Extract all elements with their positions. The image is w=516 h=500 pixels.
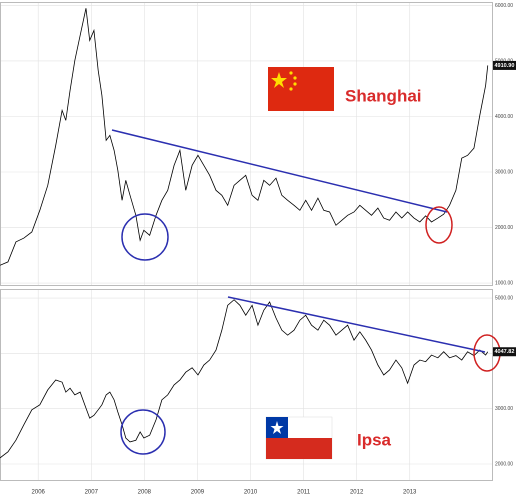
y-tick-label: 2000.00 (495, 461, 513, 467)
x-tick-label: 2006 (32, 490, 46, 496)
circle-annotation (120, 409, 166, 455)
y-tick-label: 5000.00 (495, 295, 513, 301)
last-value-label: 4047.82 (495, 349, 515, 355)
last-value-box (493, 60, 516, 70)
grids (0, 2, 492, 481)
trend-line (227, 296, 486, 353)
trend-line (111, 129, 448, 213)
y-tick-label: 2000.00 (495, 225, 513, 231)
last-value-box (493, 347, 516, 357)
y-tick-label: 3000.00 (495, 406, 513, 412)
y-tick-label: 3000.00 (495, 169, 513, 175)
x-tick-label: 2008 (138, 490, 152, 496)
x-tick-label: 2007 (85, 490, 99, 496)
circle-annotation (121, 213, 169, 261)
price-line (0, 8, 489, 266)
y-tick-label: 1000.00 (495, 280, 513, 286)
x-tick-label: 2010 (244, 490, 258, 496)
x-tick-label: 2009 (191, 490, 205, 496)
y-tick-label: 6000.00 (495, 3, 513, 9)
marks (0, 8, 489, 459)
x-tick-label: 2012 (350, 490, 364, 496)
price-line (0, 299, 489, 459)
x-tick-label: 2011 (297, 490, 311, 496)
bottom-panel-frame (0, 289, 493, 481)
y-tick-label: 4000.00 (495, 114, 513, 120)
flag-chile (265, 416, 333, 460)
last-value-label: 4910.90 (495, 63, 515, 69)
series-name: Ipsa (357, 430, 392, 449)
x-tick-label: 2013 (403, 490, 417, 496)
circle-annotation (425, 206, 453, 244)
series-name: Shanghai (345, 86, 422, 105)
top-panel-frame (0, 2, 493, 286)
flag-china (268, 67, 334, 111)
